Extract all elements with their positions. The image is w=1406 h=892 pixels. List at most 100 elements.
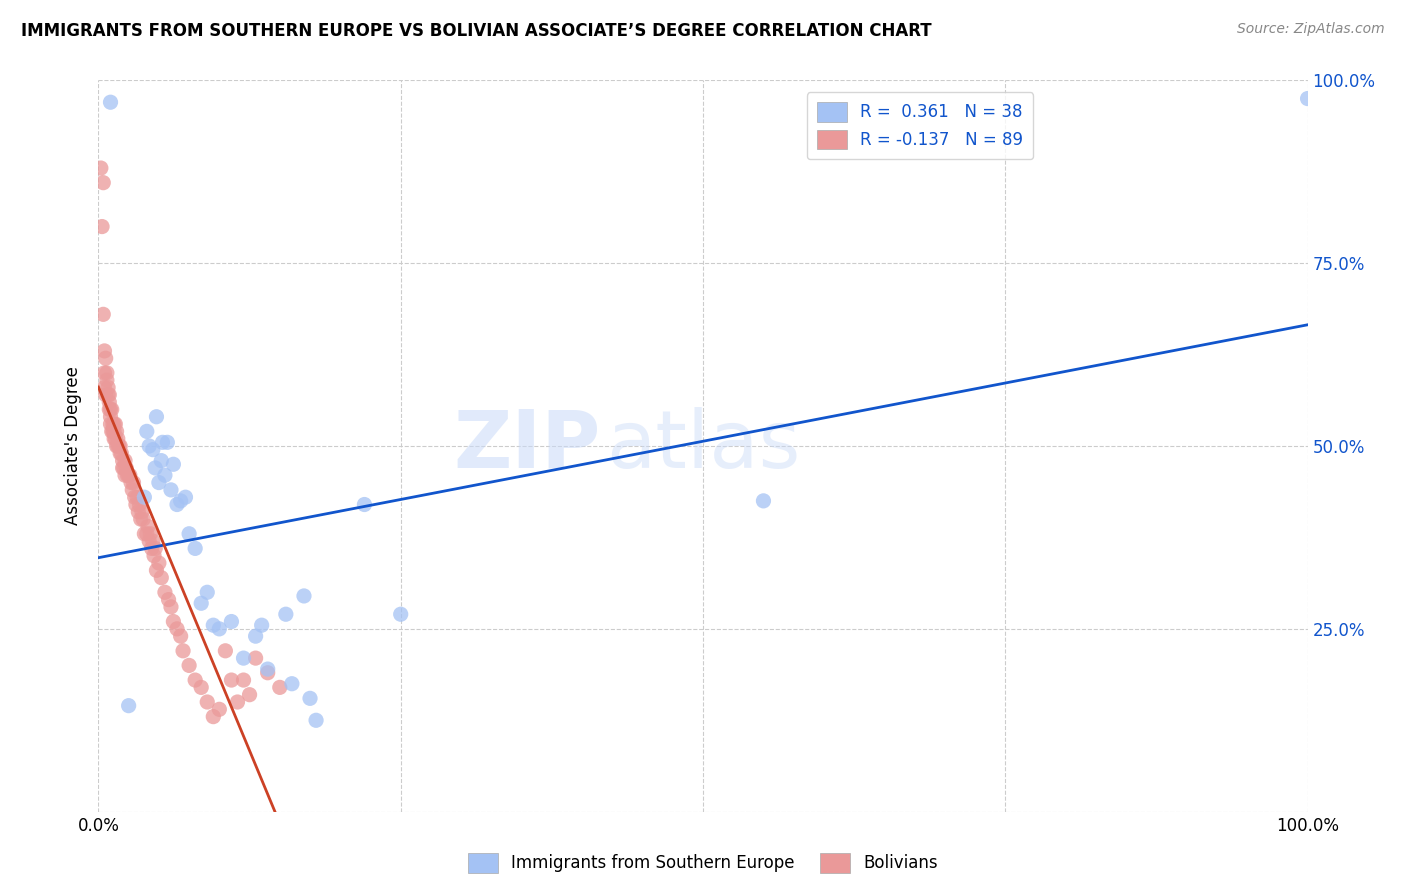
Point (105, 439, 128, 453)
Point (150, 453, 173, 467)
Point (145, 409, 167, 424)
Point (752, 494, 775, 508)
Y-axis label: Associate's Degree: Associate's Degree (65, 367, 83, 525)
Point (160, 483, 183, 497)
Point (208, 622, 231, 636)
Point (148, 475, 170, 490)
Point (232, 673, 254, 687)
Point (143, 461, 166, 475)
Point (160, 599, 183, 614)
Text: atlas: atlas (606, 407, 800, 485)
Point (100, 409, 122, 424)
Point (91, 219, 114, 234)
Point (104, 432, 127, 446)
Point (90, 161, 112, 175)
Point (132, 512, 155, 526)
Point (179, 658, 201, 673)
Point (169, 494, 191, 508)
Point (136, 519, 159, 533)
Point (150, 571, 173, 585)
Point (98, 402, 121, 417)
Point (221, 615, 243, 629)
Point (101, 425, 124, 439)
Point (129, 512, 152, 526)
Point (105, 425, 128, 439)
Point (128, 498, 150, 512)
Point (100, 402, 122, 417)
Point (162, 615, 184, 629)
Point (97, 388, 120, 402)
Point (299, 691, 322, 706)
Text: ZIP: ZIP (453, 407, 600, 485)
Point (184, 673, 207, 687)
Text: Source: ZipAtlas.com: Source: ZipAtlas.com (1237, 22, 1385, 37)
Point (100, 95, 122, 110)
Point (184, 541, 207, 556)
Point (256, 662, 278, 676)
Point (111, 453, 134, 467)
Point (103, 432, 125, 446)
Legend: Immigrants from Southern Europe, Bolivians: Immigrants from Southern Europe, Bolivia… (461, 847, 945, 880)
Point (142, 442, 165, 457)
Point (120, 475, 142, 490)
Point (100, 402, 122, 417)
Point (292, 589, 315, 603)
Point (124, 490, 146, 504)
Point (152, 435, 174, 450)
Point (96, 373, 118, 387)
Point (111, 461, 134, 475)
Point (153, 468, 176, 483)
Point (94, 388, 117, 402)
Point (274, 607, 297, 622)
Point (166, 622, 188, 636)
Point (101, 417, 124, 431)
Point (232, 651, 254, 665)
Point (108, 439, 131, 453)
Point (139, 526, 162, 541)
Point (127, 505, 149, 519)
Point (226, 695, 249, 709)
Point (162, 457, 184, 471)
Point (269, 681, 291, 695)
Point (94, 351, 117, 366)
Point (305, 714, 328, 728)
Point (148, 556, 170, 570)
Point (156, 435, 179, 450)
Point (118, 698, 141, 713)
Point (110, 446, 132, 460)
Point (108, 439, 131, 453)
Point (281, 676, 304, 690)
Point (93, 380, 115, 394)
Point (100, 425, 122, 439)
Point (250, 618, 273, 632)
Point (103, 417, 125, 431)
Point (117, 468, 139, 483)
Point (134, 526, 156, 541)
Point (107, 432, 129, 446)
Point (353, 498, 375, 512)
Point (157, 592, 180, 607)
Point (202, 618, 225, 632)
Point (135, 526, 157, 541)
Point (114, 453, 136, 467)
Point (107, 439, 129, 453)
Point (103, 425, 125, 439)
Point (143, 549, 166, 563)
Point (125, 498, 148, 512)
Point (131, 505, 153, 519)
Point (118, 468, 141, 483)
Point (245, 651, 267, 665)
Point (174, 490, 197, 504)
Point (172, 644, 194, 658)
Point (221, 673, 243, 687)
Point (256, 665, 278, 680)
Point (169, 629, 191, 643)
Point (91, 307, 114, 321)
Point (122, 475, 145, 490)
Point (166, 498, 188, 512)
Point (100, 417, 122, 431)
Point (93, 366, 115, 380)
Point (121, 483, 143, 497)
Point (97, 380, 120, 394)
Point (195, 695, 218, 709)
